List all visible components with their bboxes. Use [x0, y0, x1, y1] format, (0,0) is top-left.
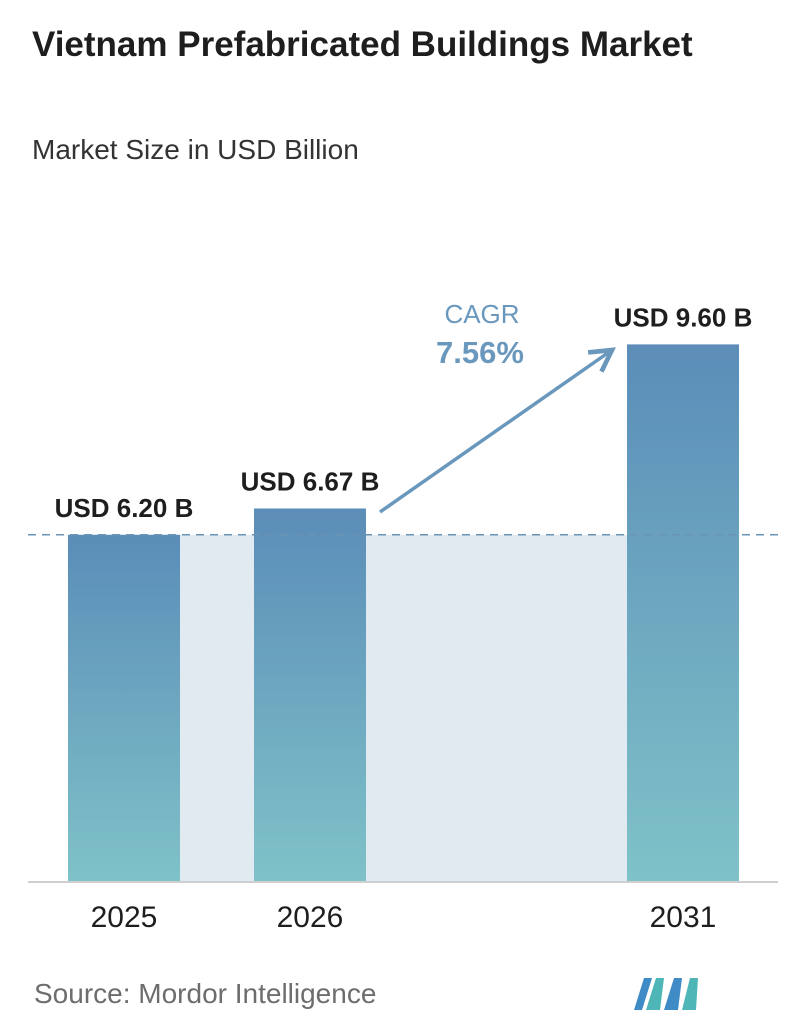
value-label-2031: USD 9.60 B: [614, 302, 753, 332]
bar-2031: [627, 344, 739, 882]
chart-subtitle: Market Size in USD Billion: [32, 134, 359, 165]
source-credit: Source: Mordor Intelligence: [34, 978, 377, 1009]
value-label-2026: USD 6.67 B: [241, 466, 380, 496]
chart-title: Vietnam Prefabricated Buildings Market: [32, 25, 693, 64]
bar-chart: USD 6.20 B 2025 USD 6.67 B 2026 USD 9.60 B 20…: [28, 299, 782, 934]
category-label-2031: 2031: [650, 901, 717, 934]
cagr-label: CAGR: [444, 299, 519, 329]
bar-2025: [68, 534, 180, 882]
bar-2026: [254, 508, 366, 882]
value-label-2025: USD 6.20 B: [55, 493, 194, 523]
category-label-2025: 2025: [91, 901, 158, 934]
category-label-2026: 2026: [277, 901, 344, 934]
cagr-arrow: [378, 350, 612, 514]
mordor-intelligence-logo-icon: [634, 978, 698, 1010]
cagr-value: 7.56%: [436, 335, 524, 370]
